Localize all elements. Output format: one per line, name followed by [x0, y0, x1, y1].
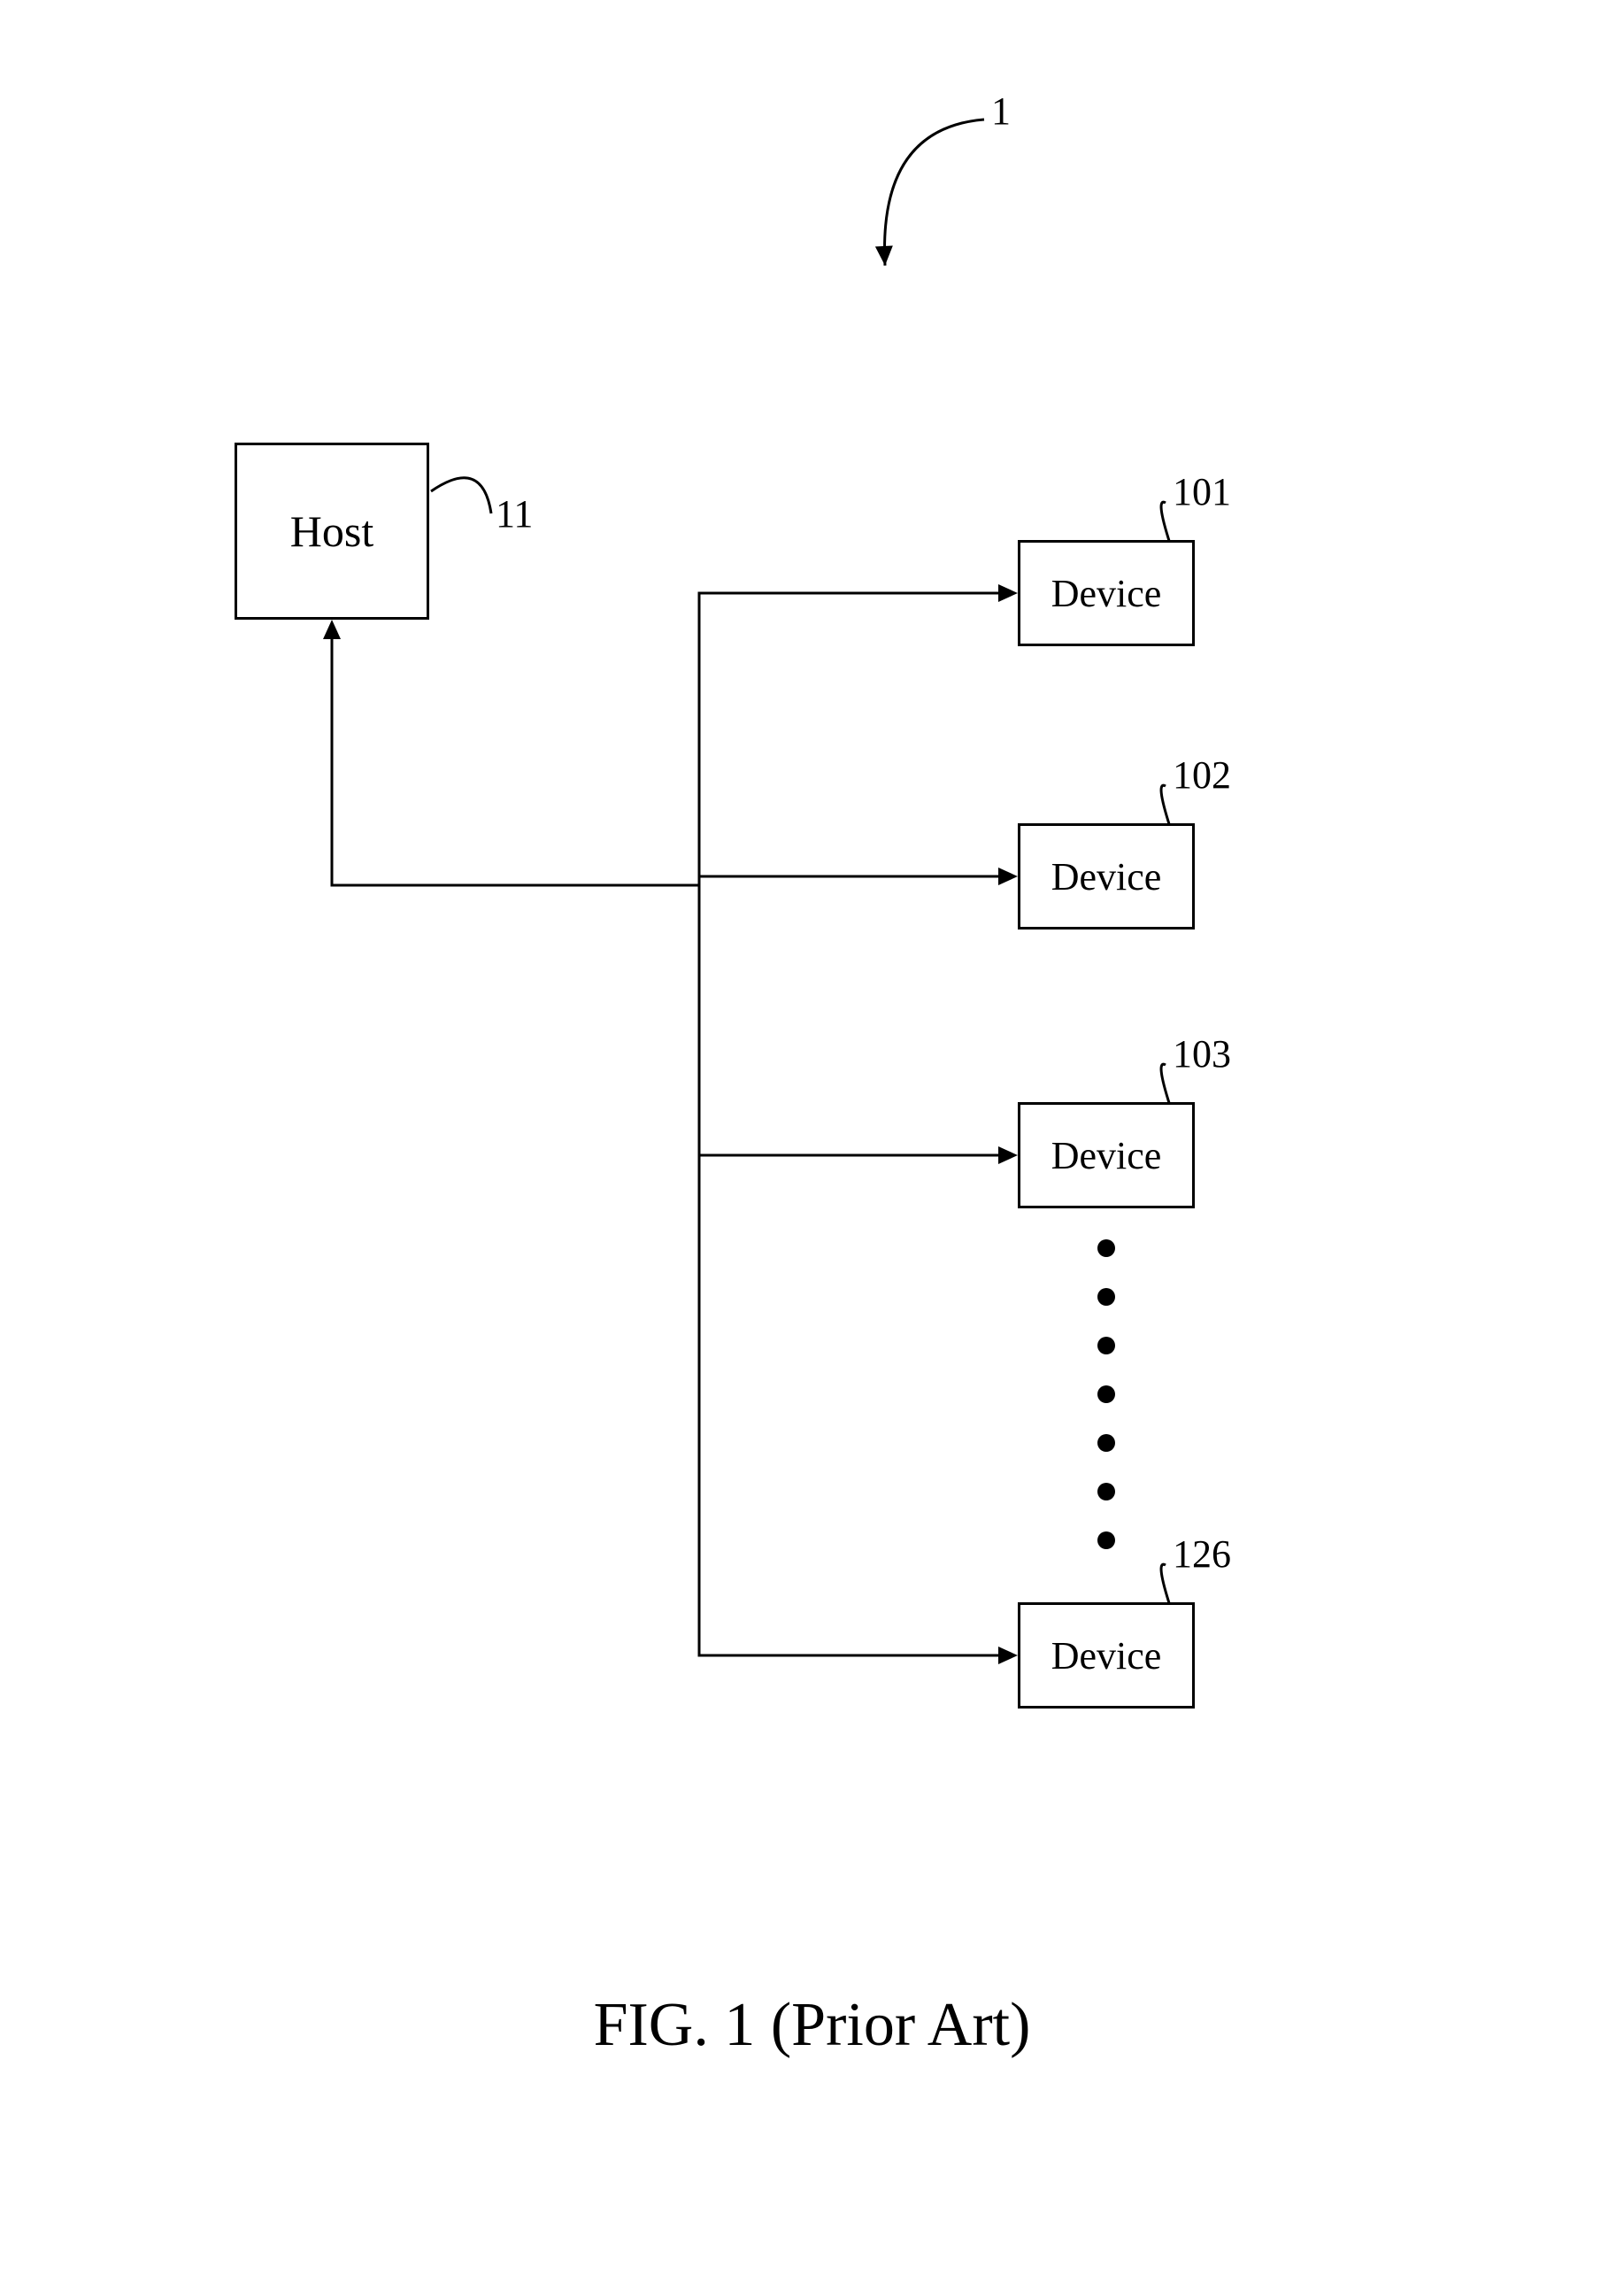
host-label: Host: [290, 505, 373, 557]
device-box-0: Device: [1018, 540, 1195, 646]
device-box-3: Device: [1018, 1602, 1195, 1709]
ref-system: 1: [991, 89, 1011, 134]
ref-dev-1: 102: [1173, 752, 1231, 798]
device-box-2: Device: [1018, 1102, 1195, 1208]
ref-dev-0: 101: [1173, 469, 1231, 514]
device-label-0: Device: [1051, 571, 1162, 616]
device-label-3: Device: [1051, 1633, 1162, 1678]
ref-dev-3: 126: [1173, 1531, 1231, 1577]
diagram-svg: [0, 0, 1624, 2291]
device-box-1: Device: [1018, 823, 1195, 930]
device-label-1: Device: [1051, 854, 1162, 899]
device-label-2: Device: [1051, 1133, 1162, 1178]
ref-dev-2: 103: [1173, 1031, 1231, 1076]
ref-host: 11: [496, 491, 533, 536]
host-box: Host: [235, 443, 429, 620]
figure-caption: FIG. 1 (Prior Art): [0, 1990, 1624, 2061]
